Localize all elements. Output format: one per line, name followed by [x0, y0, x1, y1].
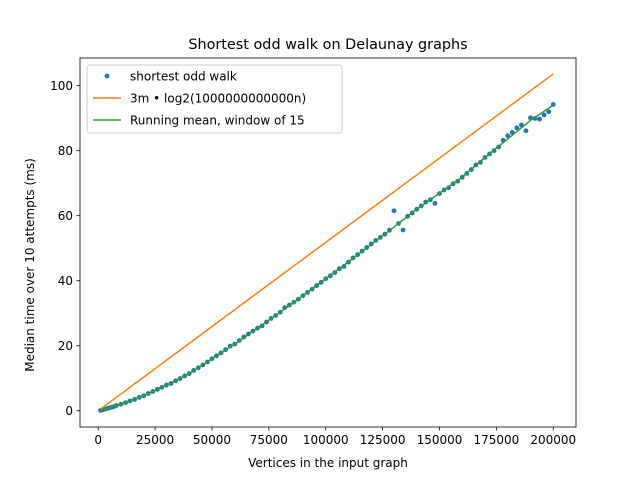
- legend-box: [86, 64, 343, 134]
- data-point: [523, 128, 529, 134]
- x-tick-label: 150000: [417, 433, 463, 447]
- data-point: [505, 133, 511, 139]
- series-line-1: [100, 73, 554, 410]
- data-point: [400, 227, 406, 233]
- data-point: [541, 112, 547, 118]
- x-tick-label: 50000: [193, 433, 231, 447]
- axes-frame: [79, 57, 577, 428]
- x-tick-label: 200000: [530, 433, 576, 447]
- y-tick-label: 20: [58, 339, 73, 353]
- y-axis-label: Median time over 10 attempts (ms): [23, 158, 37, 372]
- series-2: [100, 104, 554, 412]
- legend-item-2: Running mean, window of 15: [93, 113, 305, 127]
- x-axis-label: Vertices in the input graph: [248, 456, 408, 470]
- y-tick-label: 80: [58, 144, 73, 158]
- x-tick-label: 100000: [303, 433, 349, 447]
- x-tick-label: 75000: [250, 433, 288, 447]
- x-tick-label: 25000: [136, 433, 174, 447]
- y-tick-label: 100: [50, 79, 73, 93]
- series-1: [100, 73, 554, 410]
- y-tick-label: 0: [65, 404, 73, 418]
- legend: shortest odd walk 3m • log2(1000000000000…: [86, 64, 343, 134]
- legend-label: 3m • log2(1000000000000n): [130, 91, 306, 105]
- x-tick-label: 0: [94, 433, 102, 447]
- chart-title: Shortest odd walk on Delaunay graphs: [188, 37, 467, 53]
- y-tick-label: 60: [58, 209, 73, 223]
- x-tick-label: 175000: [473, 433, 519, 447]
- y-tick-label: 40: [58, 274, 73, 288]
- data-point: [432, 200, 438, 206]
- x-tick-label: 125000: [360, 433, 406, 447]
- legend-label: shortest odd walk: [130, 69, 237, 83]
- data-point: [546, 109, 552, 115]
- data-point: [537, 116, 542, 122]
- series-line-2: [100, 104, 554, 412]
- legend-swatch: [104, 73, 110, 79]
- legend-item-1: 3m • log2(1000000000000n): [93, 91, 306, 105]
- data-point: [514, 125, 520, 131]
- plot-area: 0 25000 50000 75000 100000 125000 150000 175000…: [50, 57, 577, 447]
- legend-label: Running mean, window of 15: [130, 113, 305, 127]
- legend-item-0: shortest odd walk: [104, 69, 237, 83]
- data-point: [391, 208, 397, 214]
